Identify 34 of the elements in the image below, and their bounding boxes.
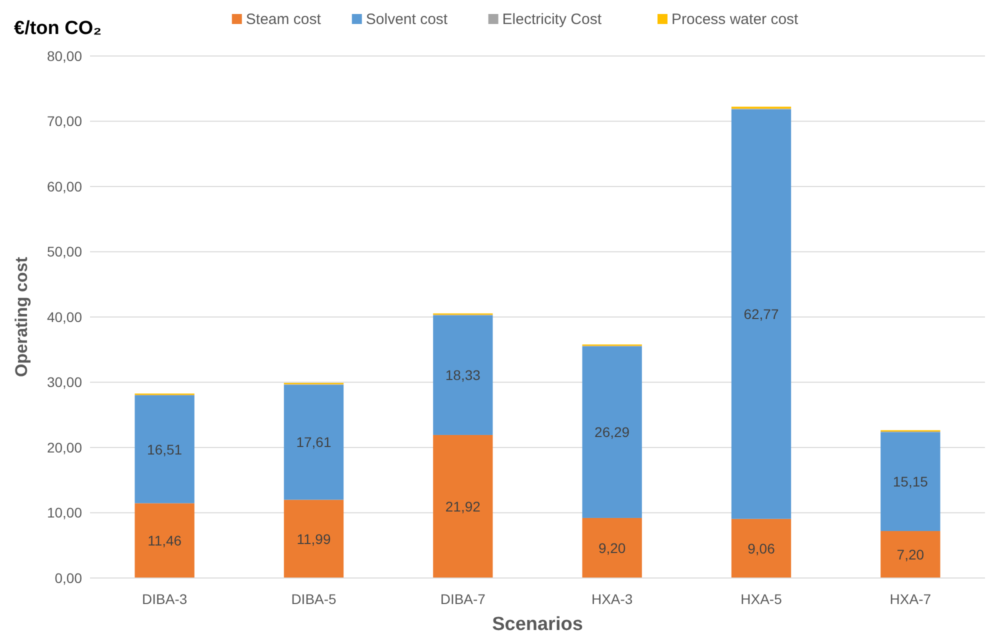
y-tick-label: 60,00 <box>46 178 82 194</box>
y-tick-label: 70,00 <box>46 113 82 130</box>
data-label: 17,61 <box>296 434 332 450</box>
data-label: 26,29 <box>594 424 630 440</box>
data-label: 16,51 <box>147 441 182 458</box>
data-label: 15,15 <box>892 473 928 490</box>
x-tick-label: HXA-5 <box>740 591 782 607</box>
x-tick-label: HXA-3 <box>591 591 633 607</box>
data-label: 18,33 <box>445 367 481 384</box>
data-label: 11,99 <box>296 530 331 547</box>
x-tick-label: DIBA-3 <box>142 591 188 607</box>
legend-label: Electricity Cost <box>502 11 602 28</box>
y-tick-label: 80,00 <box>46 48 82 64</box>
x-tick-label: HXA-7 <box>890 591 932 607</box>
x-tick-label: DIBA-7 <box>440 591 486 607</box>
y-tick-label: 40,00 <box>46 308 82 325</box>
data-label: 9,06 <box>748 540 776 556</box>
y-tick-label: 20,00 <box>46 439 82 456</box>
data-label: 62,77 <box>744 306 779 322</box>
data-label: 9,20 <box>598 540 626 556</box>
y-axis-title: Operating cost <box>12 256 31 377</box>
x-axis-title: Scenarios <box>492 614 583 635</box>
data-label: 11,46 <box>148 532 182 549</box>
y-tick-label: 30,00 <box>46 374 82 390</box>
data-label: 7,20 <box>896 546 924 562</box>
legend-label: Process water cost <box>672 11 800 28</box>
y-tick-label: 50,00 <box>46 244 82 260</box>
y-tick-label: 10,00 <box>46 504 82 521</box>
legend-label: Solvent cost <box>366 11 448 28</box>
data-label: 21,92 <box>445 498 481 514</box>
x-tick-label: DIBA-5 <box>291 591 337 607</box>
chart-title: €/ton CO₂ <box>14 18 102 39</box>
legend-label: Steam cost <box>246 11 322 28</box>
y-tick-label: 0,00 <box>54 570 82 586</box>
